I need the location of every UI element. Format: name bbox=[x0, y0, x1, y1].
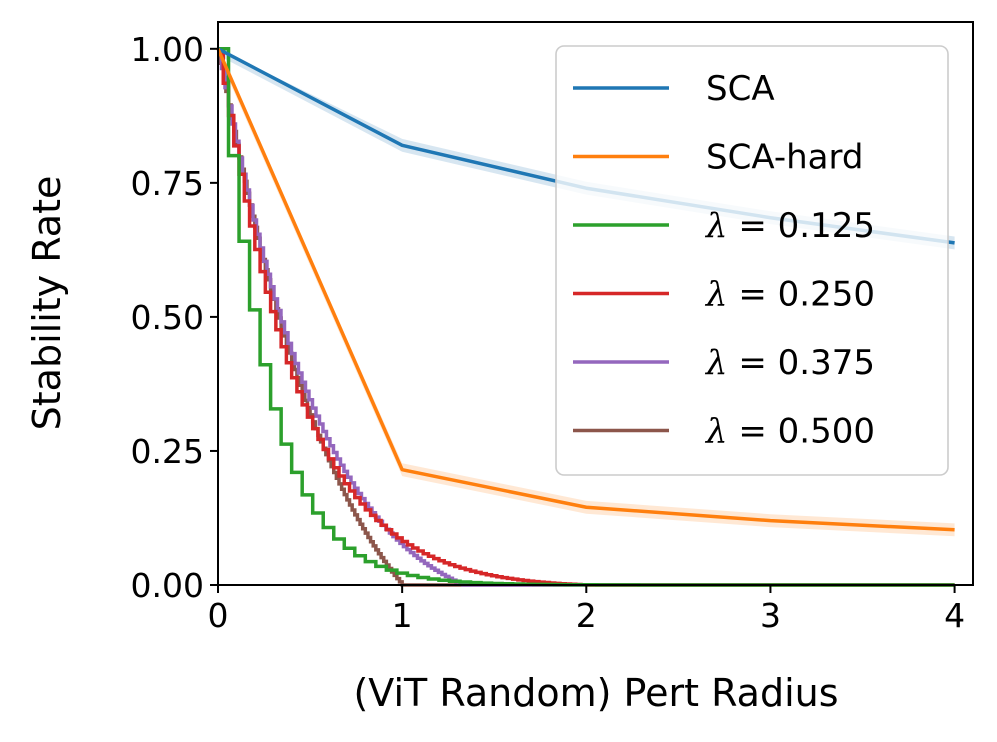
legend-label-value: = 0.250 bbox=[728, 275, 875, 315]
y-tick-label: 1.00 bbox=[131, 30, 204, 69]
legend-label-value: = 0.500 bbox=[728, 412, 875, 452]
legend-label-1: SCA-hard bbox=[706, 138, 863, 178]
y-axis-label: Stability Rate bbox=[25, 176, 69, 431]
y-axis-ticks: 0.00 0.25 0.50 0.75 1.00 bbox=[131, 30, 218, 605]
x-tick-label: 1 bbox=[392, 596, 413, 635]
y-tick-label: 0.50 bbox=[131, 298, 204, 337]
series-line-3 bbox=[218, 47, 955, 587]
legend-label-value: = 0.375 bbox=[728, 343, 875, 383]
series-line-1 bbox=[216, 48, 955, 532]
series-line-4 bbox=[218, 47, 955, 587]
x-tick-label: 2 bbox=[576, 596, 597, 635]
legend-box bbox=[555, 45, 949, 476]
y-tick-label: 0.75 bbox=[131, 164, 204, 203]
x-tick-label: 3 bbox=[760, 596, 781, 635]
legend-label-3: λ = 0.250 bbox=[704, 275, 875, 315]
x-tick-label: 0 bbox=[208, 596, 229, 635]
x-axis-label: (ViT Random) Pert Radius bbox=[353, 671, 838, 715]
legend-label-4: λ = 0.375 bbox=[704, 343, 875, 383]
legend-label-5: λ = 0.500 bbox=[704, 412, 875, 452]
legend-label-symbol: λ bbox=[704, 275, 728, 315]
legend-label-symbol: λ bbox=[704, 412, 728, 452]
legend-label-value: = 0.125 bbox=[728, 206, 875, 246]
x-tick-label: 4 bbox=[944, 596, 965, 635]
legend-label-symbol: λ bbox=[704, 343, 728, 383]
x-axis-ticks: 0 1 2 3 4 bbox=[208, 585, 965, 635]
legend-label-0: SCA bbox=[706, 69, 775, 109]
legend-label-symbol: λ bbox=[704, 206, 728, 246]
y-tick-label: 0.25 bbox=[131, 432, 204, 471]
plot-frame bbox=[217, 21, 974, 586]
legend-label-2: λ = 0.125 bbox=[704, 206, 875, 246]
y-tick-label: 0.00 bbox=[131, 566, 204, 605]
